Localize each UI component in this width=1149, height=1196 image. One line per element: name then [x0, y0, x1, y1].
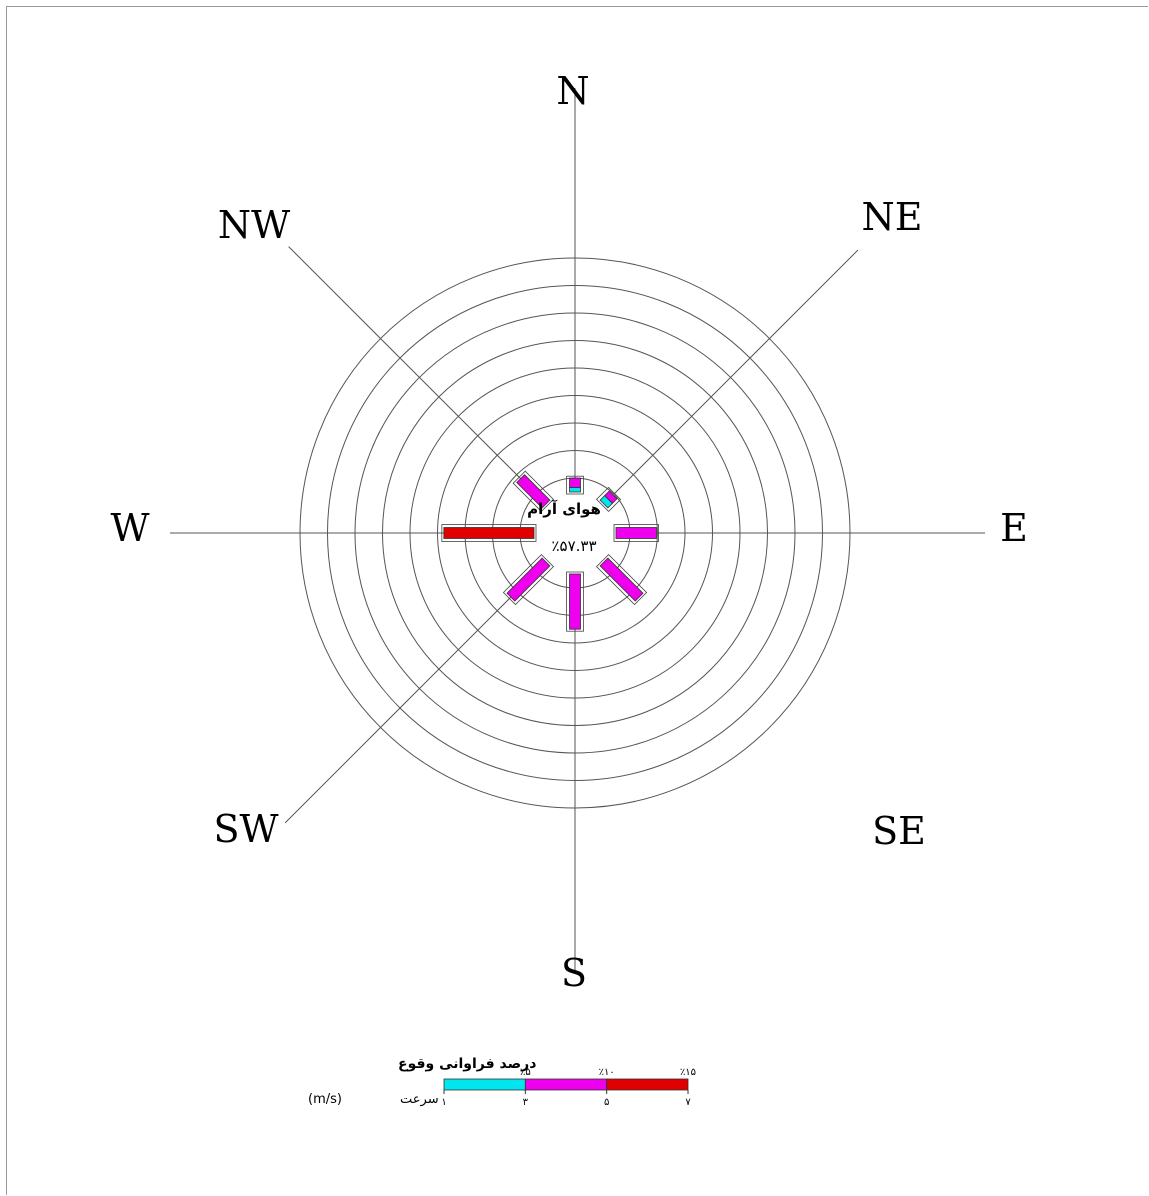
- axis-ne: [613, 249, 859, 495]
- direction-label-ne: NE: [862, 195, 923, 239]
- wind-bar-sw-class-2: [506, 557, 551, 602]
- legend-swatch-1: [443, 1078, 526, 1091]
- legend-speed-label: سرعت: [400, 1092, 439, 1107]
- wind-bar-nw-outline: [512, 470, 554, 512]
- legend-unit: (m/s): [308, 1092, 342, 1107]
- wind-bar-w: [441, 524, 537, 542]
- wind-bar-w-class-3: [443, 527, 535, 539]
- direction-labels: N NE E SE S SW W NW: [110, 69, 1027, 995]
- legend-percent-ticks: ٪۵ ٪۱۰ ٪۱۵: [520, 1067, 696, 1078]
- axis-sw: [284, 571, 537, 824]
- legend-swatch-2: [524, 1078, 608, 1091]
- legend-speed-ticks: ۱ ۳ ۵ ۷: [441, 1090, 691, 1108]
- wind-bar-ne: [596, 486, 622, 512]
- wind-bars: [441, 470, 659, 632]
- chart-frame: [6, 6, 1148, 1195]
- direction-axes: [170, 88, 985, 973]
- legend-speed-tick: ۱: [441, 1097, 446, 1108]
- wind-bar-w-outline: [441, 524, 537, 542]
- wind-bar-nw-class-2: [516, 474, 551, 509]
- wind-bar-n-class-1: [569, 487, 581, 493]
- wind-bar-ne-outline: [596, 486, 622, 512]
- wind-bar-se: [596, 554, 648, 606]
- legend: درصد فراوانی وقوع سرعت (m/s) ٪۵ ٪۱۰ ٪۱۵ ۱ ۳…: [308, 1056, 696, 1108]
- direction-label-e: E: [1000, 506, 1028, 550]
- wind-bar-s: [566, 571, 584, 632]
- legend-percent-tick: ٪۵: [520, 1067, 531, 1078]
- wind-bar-e: [613, 524, 659, 542]
- wind-bar-s-class-2: [569, 573, 581, 630]
- direction-label-nw: NW: [218, 203, 290, 247]
- direction-label-w: W: [110, 506, 149, 550]
- direction-label-sw: SW: [213, 807, 278, 851]
- legend-color-bar: [443, 1078, 689, 1091]
- wind-bar-se-class-2: [599, 557, 644, 602]
- legend-percent-tick: ٪۱۰: [599, 1067, 615, 1078]
- legend-speed-tick: ۷: [685, 1097, 691, 1108]
- legend-speed-tick: ۵: [604, 1097, 609, 1108]
- wind-bar-ne-class-2: [604, 490, 618, 504]
- wind-bar-sw-outline: [502, 554, 554, 606]
- legend-swatch-3: [606, 1078, 689, 1091]
- direction-label-n: N: [556, 69, 589, 113]
- calm-value: ٪۵۷.۳۳: [551, 537, 596, 555]
- wind-bar-n: [566, 475, 584, 495]
- axis-nw: [288, 246, 537, 495]
- wind-bar-n-outline: [566, 475, 584, 495]
- wind-bar-sw: [502, 554, 554, 606]
- legend-title: درصد فراوانی وقوع: [398, 1056, 536, 1072]
- wind-bar-e-outline: [613, 524, 659, 542]
- wind-bar-s-outline: [566, 571, 584, 632]
- direction-label-se: SE: [872, 809, 926, 853]
- wind-bar-n-class-2: [569, 477, 581, 488]
- wind-bar-nw: [512, 470, 554, 512]
- wind-bar-e-class-2: [615, 527, 657, 539]
- calm-label: هوای آرام: [527, 500, 601, 518]
- direction-label-s: S: [561, 951, 587, 995]
- wind-bar-se-outline: [596, 554, 648, 606]
- legend-speed-tick: ۳: [523, 1097, 529, 1108]
- legend-percent-tick: ٪۱۵: [680, 1067, 696, 1078]
